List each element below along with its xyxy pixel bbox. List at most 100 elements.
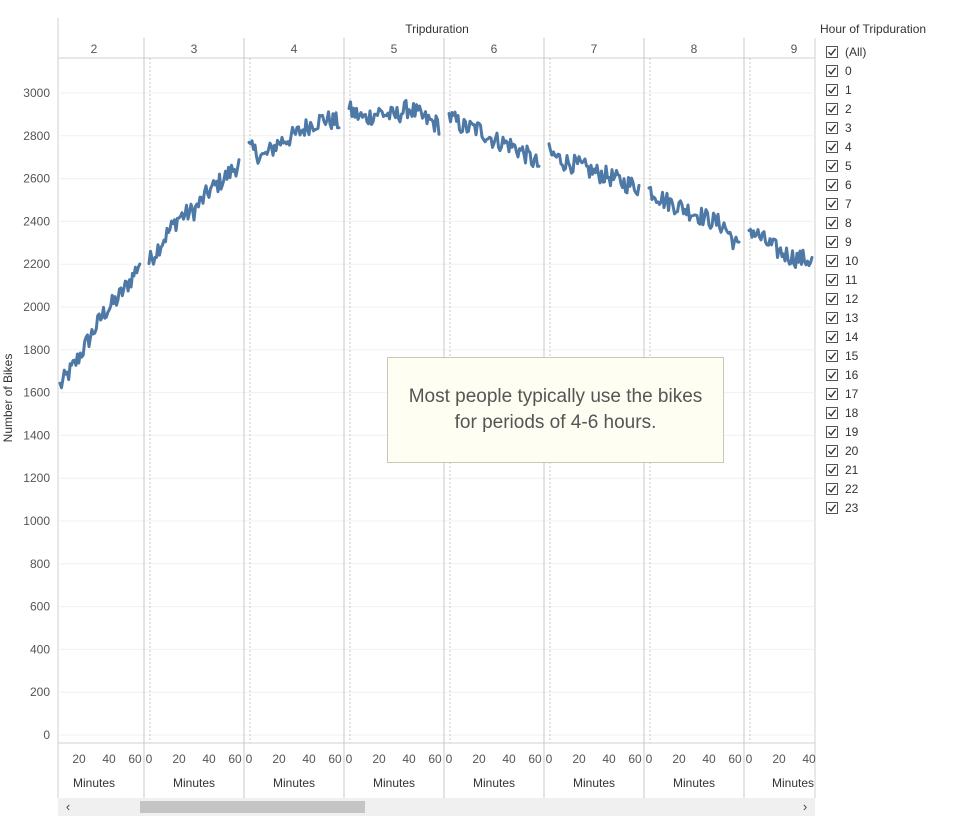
checkbox-icon[interactable] <box>826 501 838 514</box>
legend-item[interactable]: (All) <box>820 42 970 61</box>
checkbox-icon[interactable] <box>826 64 838 77</box>
checkbox-icon[interactable] <box>826 292 838 305</box>
scroll-right-arrow[interactable]: › <box>802 799 808 814</box>
legend-item[interactable]: 7 <box>820 194 970 213</box>
legend-item[interactable]: 15 <box>820 346 970 365</box>
y-tick-label: 2800 <box>23 129 50 143</box>
checkmark-icon <box>827 351 837 360</box>
checkmark-icon <box>827 218 837 227</box>
y-tick-label: 2000 <box>23 300 50 314</box>
x-axis-label: Minutes <box>473 776 515 790</box>
minute-tick-label: 20 <box>572 752 586 766</box>
legend-item[interactable]: 22 <box>820 479 970 498</box>
series-line-hour-3 <box>147 158 241 266</box>
y-tick-label: 2600 <box>23 172 50 186</box>
checkbox-icon[interactable] <box>826 83 838 96</box>
legend-item-label: 18 <box>845 405 859 420</box>
legend-item[interactable]: 2 <box>820 99 970 118</box>
x-axis-label: Minutes <box>772 776 814 790</box>
legend-item-label: 8 <box>845 215 852 230</box>
legend-item[interactable]: 20 <box>820 441 970 460</box>
checkbox-icon[interactable] <box>826 387 838 400</box>
legend-item[interactable]: 9 <box>820 232 970 251</box>
panel-header-label: 7 <box>591 42 598 56</box>
checkmark-icon <box>827 104 837 113</box>
legend-item[interactable]: 12 <box>820 289 970 308</box>
panel-header-label: 9 <box>791 42 798 56</box>
legend-item[interactable]: 23 <box>820 498 970 517</box>
minute-tick-label: 20 <box>672 752 686 766</box>
checkbox-icon[interactable] <box>826 140 838 153</box>
legend-item-label: 9 <box>845 234 852 249</box>
checkbox-icon[interactable] <box>826 349 838 362</box>
y-tick-label: 200 <box>30 685 50 699</box>
minute-tick-label: 0 <box>546 752 553 766</box>
legend-item-label: 7 <box>845 196 852 211</box>
legend-item[interactable]: 0 <box>820 61 970 80</box>
checkmark-icon <box>827 294 837 303</box>
checkbox-icon[interactable] <box>826 482 838 495</box>
scroll-left-arrow[interactable]: ‹ <box>65 799 71 814</box>
legend-item[interactable]: 18 <box>820 403 970 422</box>
panel-header-label: 6 <box>491 42 498 56</box>
legend-item-label: 22 <box>845 481 859 496</box>
legend-item-label: 16 <box>845 367 859 382</box>
scroll-thumb[interactable] <box>140 801 365 813</box>
checkbox-icon[interactable] <box>826 311 838 324</box>
horizontal-scrollbar[interactable]: ‹ › <box>58 798 815 816</box>
checkbox-icon[interactable] <box>826 254 838 267</box>
checkmark-icon <box>827 370 837 379</box>
checkbox-icon[interactable] <box>826 159 838 172</box>
checkmark-icon <box>827 123 837 132</box>
panel-hour-2: 2 20 40 60 Minutes <box>58 42 142 790</box>
checkbox-icon[interactable] <box>826 463 838 476</box>
checkbox-icon[interactable] <box>826 102 838 115</box>
legend-item[interactable]: 16 <box>820 365 970 384</box>
legend-item[interactable]: 1 <box>820 80 970 99</box>
series-line-hour-5 <box>347 99 441 136</box>
checkbox-icon[interactable] <box>826 406 838 419</box>
checkbox-icon[interactable] <box>826 368 838 381</box>
legend-item[interactable]: 6 <box>820 175 970 194</box>
minute-tick-label: 0 <box>646 752 653 766</box>
series-line-hour-9 <box>747 228 814 269</box>
minute-tick-label: 20 <box>472 752 486 766</box>
legend-item[interactable]: 4 <box>820 137 970 156</box>
checkmark-icon <box>827 408 837 417</box>
panel-header-label: 8 <box>691 42 698 56</box>
y-tick-label: 2200 <box>23 257 50 271</box>
legend-item[interactable]: 5 <box>820 156 970 175</box>
legend-item[interactable]: 21 <box>820 460 970 479</box>
checkbox-icon[interactable] <box>826 178 838 191</box>
checkbox-icon[interactable] <box>826 273 838 286</box>
checkbox-icon[interactable] <box>826 330 838 343</box>
checkbox-icon[interactable] <box>826 235 838 248</box>
legend-item-label: (All) <box>845 44 867 59</box>
checkmark-icon <box>827 503 837 512</box>
checkbox-icon[interactable] <box>826 425 838 438</box>
y-tick-label: 1200 <box>23 471 50 485</box>
checkmark-icon <box>827 85 837 94</box>
legend-item[interactable]: 14 <box>820 327 970 346</box>
checkmark-icon <box>827 446 837 455</box>
checkbox-icon[interactable] <box>826 444 838 457</box>
legend-item[interactable]: 11 <box>820 270 970 289</box>
legend-item[interactable]: 17 <box>820 384 970 403</box>
checkbox-icon[interactable] <box>826 45 838 58</box>
checkbox-icon[interactable] <box>826 216 838 229</box>
legend-item[interactable]: 3 <box>820 118 970 137</box>
checkbox-icon[interactable] <box>826 197 838 210</box>
minute-tick-label: 0 <box>246 752 253 766</box>
legend-item[interactable]: 10 <box>820 251 970 270</box>
legend-item[interactable]: 13 <box>820 308 970 327</box>
minute-tick-label: 0 <box>146 752 153 766</box>
legend-item-label: 19 <box>845 424 859 439</box>
legend-items: (All) 0 1 2 3 4 5 6 7 8 9 10 11 12 13 14 15 16 17 18 19 20 21 2… <box>820 42 970 517</box>
legend-item-label: 2 <box>845 101 852 116</box>
checkbox-icon[interactable] <box>826 121 838 134</box>
legend-item-label: 5 <box>845 158 852 173</box>
legend-item[interactable]: 8 <box>820 213 970 232</box>
legend-item[interactable]: 19 <box>820 422 970 441</box>
